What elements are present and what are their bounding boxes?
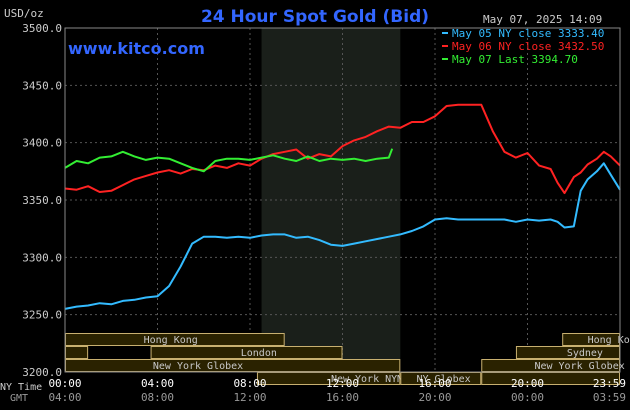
series-line [64, 148, 394, 173]
plot-border [64, 27, 621, 373]
session-label: NY Globex [417, 374, 471, 385]
x-tick-label-ny: 23:59 [593, 377, 626, 390]
session-label: New York Globex [153, 361, 243, 372]
y-tick-label: 3250.0 [22, 309, 62, 322]
y-tick-label: 3300.0 [22, 251, 62, 264]
session-bar [150, 346, 343, 359]
session-label: Sydney [567, 348, 603, 359]
series-line [64, 103, 621, 195]
x-tick-label-gmt: 03:59 [593, 391, 626, 404]
x-tick-label-ny: 20:00 [511, 377, 544, 390]
timestamp: May 07, 2025 14:09 [483, 13, 602, 26]
x-tick-label-gmt: 20:00 [418, 391, 451, 404]
session-label: Hong Kong [588, 335, 630, 346]
legend-entry: May 06 NY close 3432.50 [452, 40, 604, 53]
legend-entry: May 07 Last 3394.70 [452, 53, 578, 66]
session-bar [65, 346, 89, 359]
x-tick-label-gmt: 08:00 [141, 391, 174, 404]
x-row1-label: NY Time [0, 382, 42, 393]
session-label: New York NYMEX [331, 374, 415, 385]
session-label: Hong Kong [144, 335, 198, 346]
session-label: London [241, 348, 277, 359]
y-tick-label: 3200.0 [22, 366, 62, 379]
website-label: www.kitco.com [68, 39, 205, 58]
legend-entry: May 05 NY close 3333.40 [452, 27, 604, 40]
x-tick-label-gmt: 16:00 [326, 391, 359, 404]
session-label: New York Globex [534, 361, 624, 372]
x-tick-label-ny: 08:00 [233, 377, 266, 390]
y-tick-label: 3400.0 [22, 137, 62, 150]
y-tick-label: 3450.0 [22, 79, 62, 92]
y-tick-label: 3350.0 [22, 194, 62, 207]
series-line [64, 162, 621, 310]
y-unit-label: USD/oz [4, 7, 44, 20]
x-tick-label-gmt: 12:00 [233, 391, 266, 404]
x-tick-label-ny: 16:00 [418, 377, 451, 390]
y-tick-label: 3500.0 [22, 22, 62, 35]
x-tick-label-ny: 04:00 [141, 377, 174, 390]
x-tick-label-ny: 00:00 [48, 377, 81, 390]
chart-title: 24 Hour Spot Gold (Bid) [201, 7, 429, 27]
x-tick-label-gmt: 00:00 [511, 391, 544, 404]
x-tick-label-ny: 12:00 [326, 377, 359, 390]
x-row2-label: GMT [10, 393, 28, 404]
x-tick-label-gmt: 04:00 [48, 391, 81, 404]
